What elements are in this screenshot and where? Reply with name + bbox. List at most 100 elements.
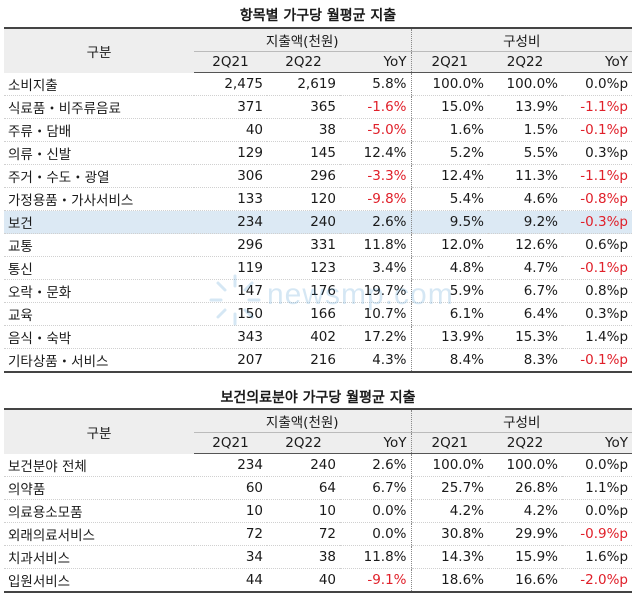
- value-cell: 402: [267, 325, 340, 349]
- value-cell: 119: [194, 256, 267, 280]
- row-label: 의약품: [4, 476, 194, 500]
- table1-title: 항목별 가구당 월평균 지출: [239, 8, 397, 24]
- row-label: 주류・담배: [4, 118, 194, 142]
- col-header: 2Q21: [410, 432, 488, 454]
- value-cell: 2,619: [267, 72, 340, 96]
- row-label: 식료품・비주류음료: [4, 95, 194, 119]
- col-header: YoY: [562, 51, 633, 73]
- value-cell: 371: [194, 95, 267, 119]
- value-cell: 11.3%: [488, 164, 562, 188]
- value-cell: 176: [267, 279, 340, 303]
- value-cell: 0.3%p: [562, 141, 633, 165]
- value-cell: 18.6%: [410, 568, 488, 593]
- value-cell: -1.6%: [340, 95, 411, 119]
- col-header: YoY: [562, 432, 633, 454]
- value-cell: 26.8%: [488, 476, 562, 500]
- value-cell: -3.3%: [340, 164, 411, 188]
- value-cell: 0.0%: [340, 522, 411, 546]
- value-cell: 72: [267, 522, 340, 546]
- col-header: 2Q21: [410, 51, 488, 73]
- row-label: 오락・문화: [4, 279, 194, 303]
- value-cell: 4.2%: [410, 499, 488, 523]
- value-cell: 64: [267, 476, 340, 500]
- health-spending-table: 구분 지출액(천원) 구성비 2Q21 2Q22 YoY 2Q21 2Q22 Y…: [4, 408, 633, 593]
- value-cell: -9.1%: [340, 568, 411, 593]
- row-label: 통신: [4, 256, 194, 280]
- value-cell: 123: [267, 256, 340, 280]
- table2-title: 보건의료분야 가구당 월평균 지출: [220, 390, 416, 406]
- value-cell: 44: [194, 568, 267, 593]
- value-cell: 14.3%: [410, 545, 488, 569]
- value-cell: 234: [194, 210, 267, 234]
- table-row: 치과서비스 34 38 11.8% 14.3% 15.9% 1.6%p: [4, 545, 633, 569]
- col-header: 2Q22: [488, 432, 562, 454]
- value-cell: 1.6%p: [562, 545, 633, 569]
- value-cell: 306: [194, 164, 267, 188]
- value-cell: 0.0%: [340, 499, 411, 523]
- share-group-header: 구성비: [410, 28, 633, 52]
- value-cell: 12.4%: [340, 141, 411, 165]
- value-cell: 234: [194, 453, 267, 477]
- value-cell: 296: [267, 164, 340, 188]
- row-label: 외래의료서비스: [4, 522, 194, 546]
- value-cell: -0.8%p: [562, 187, 633, 211]
- value-cell: 10.7%: [340, 302, 411, 326]
- value-cell: 4.3%: [340, 348, 411, 373]
- value-cell: 72: [194, 522, 267, 546]
- value-cell: 3.4%: [340, 256, 411, 280]
- row-label: 의류・신발: [4, 141, 194, 165]
- col-header: 2Q21: [194, 51, 267, 73]
- row-label: 치과서비스: [4, 545, 194, 569]
- value-cell: 60: [194, 476, 267, 500]
- value-cell: 207: [194, 348, 267, 373]
- row-label: 보건분야 전체: [4, 453, 194, 477]
- value-cell: 4.6%: [488, 187, 562, 211]
- value-cell: 166: [267, 302, 340, 326]
- value-cell: 0.3%p: [562, 302, 633, 326]
- value-cell: 16.6%: [488, 568, 562, 593]
- value-cell: 4.8%: [410, 256, 488, 280]
- table-row: 기타상품・서비스 207 216 4.3% 8.4% 8.3% -0.1%p: [4, 348, 633, 373]
- row-label: 음식・숙박: [4, 325, 194, 349]
- table-row: 소비지출 2,475 2,619 5.8% 100.0% 100.0% 0.0%p: [4, 72, 633, 96]
- value-cell: 40: [194, 118, 267, 142]
- value-cell: 100.0%: [410, 72, 488, 96]
- value-cell: 343: [194, 325, 267, 349]
- value-cell: 5.9%: [410, 279, 488, 303]
- row-label: 가정용품・가사서비스: [4, 187, 194, 211]
- value-cell: 2.6%: [340, 453, 411, 477]
- value-cell: -1.1%p: [562, 164, 633, 188]
- col-header: 2Q22: [488, 51, 562, 73]
- value-cell: 19.7%: [340, 279, 411, 303]
- category-header: 구분: [4, 409, 194, 454]
- value-cell: 34: [194, 545, 267, 569]
- value-cell: 331: [267, 233, 340, 257]
- value-cell: 8.4%: [410, 348, 488, 373]
- value-cell: 38: [267, 118, 340, 142]
- value-cell: 1.6%: [410, 118, 488, 142]
- table-row: 의료용소모품 10 10 0.0% 4.2% 4.2% 0.0%p: [4, 499, 633, 523]
- value-cell: -0.1%p: [562, 348, 633, 373]
- value-cell: 6.4%: [488, 302, 562, 326]
- table-row: 외래의료서비스 72 72 0.0% 30.8% 29.9% -0.9%p: [4, 522, 633, 546]
- table-row: 교통 296 331 11.8% 12.0% 12.6% 0.6%p: [4, 233, 633, 257]
- value-cell: 1.1%p: [562, 476, 633, 500]
- value-cell: 6.7%: [340, 476, 411, 500]
- table-row: 식료품・비주류음료 371 365 -1.6% 15.0% 13.9% -1.1%p: [4, 95, 633, 119]
- value-cell: 15.0%: [410, 95, 488, 119]
- value-cell: 15.9%: [488, 545, 562, 569]
- value-cell: -2.0%p: [562, 568, 633, 593]
- value-cell: 2.6%: [340, 210, 411, 234]
- value-cell: 13.9%: [410, 325, 488, 349]
- table-row: 교육 150 166 10.7% 6.1% 6.4% 0.3%p: [4, 302, 633, 326]
- value-cell: 10: [267, 499, 340, 523]
- value-cell: 120: [267, 187, 340, 211]
- value-cell: -0.3%p: [562, 210, 633, 234]
- value-cell: 12.0%: [410, 233, 488, 257]
- table-row: 의류・신발 129 145 12.4% 5.2% 5.5% 0.3%p: [4, 141, 633, 165]
- table-row: 통신 119 123 3.4% 4.8% 4.7% -0.1%p: [4, 256, 633, 280]
- value-cell: 0.8%p: [562, 279, 633, 303]
- col-header: 2Q21: [194, 432, 267, 454]
- value-cell: 1.4%p: [562, 325, 633, 349]
- row-label: 기타상품・서비스: [4, 348, 194, 373]
